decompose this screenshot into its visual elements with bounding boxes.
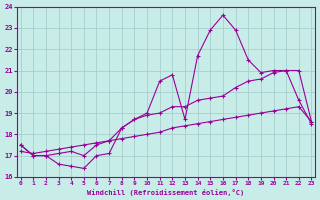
X-axis label: Windchill (Refroidissement éolien,°C): Windchill (Refroidissement éolien,°C) (87, 189, 245, 196)
